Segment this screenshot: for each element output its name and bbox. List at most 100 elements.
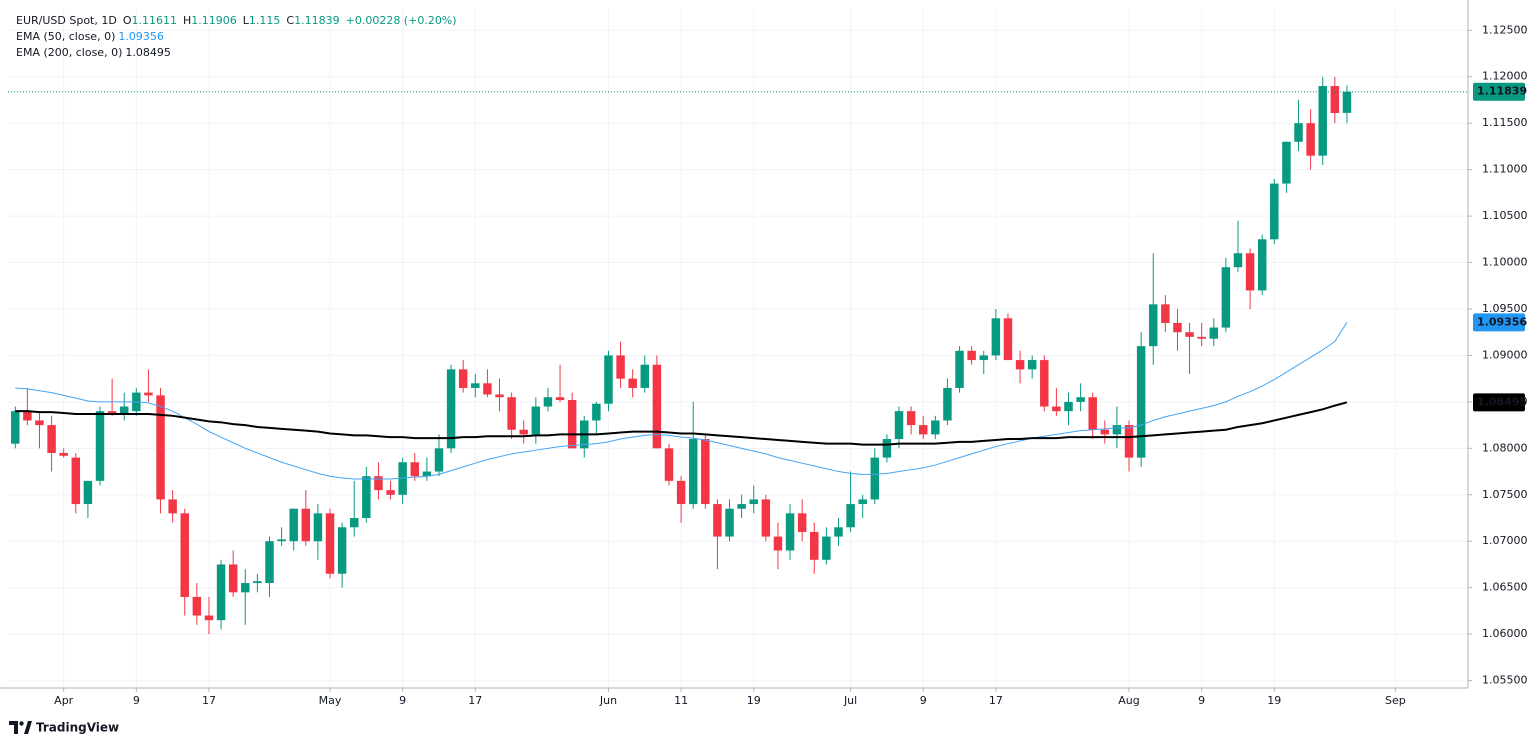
candle-body: [1112, 425, 1122, 435]
candle-body: [83, 480, 93, 505]
ohlc-value: 1.11839: [294, 14, 340, 27]
ohlc-label: C: [286, 14, 295, 27]
candle-body: [301, 508, 311, 542]
candle-body: [1052, 406, 1061, 412]
y-tick-label: 1.09500: [1482, 302, 1528, 315]
ohlc-value: 1.11611: [131, 14, 178, 27]
x-tick-label: 9: [399, 694, 406, 707]
candle-body: [1076, 397, 1085, 402]
candle-body: [785, 513, 795, 551]
candle-body: [483, 383, 492, 395]
candle-body: [1342, 91, 1352, 113]
candle-body: [1209, 327, 1219, 339]
candle-body: [434, 448, 444, 472]
change: +0.00228 (+0.20%): [345, 14, 457, 27]
candle-body: [47, 425, 56, 453]
legend-value: 1.09356: [118, 30, 164, 43]
x-tick-label: Sep: [1385, 694, 1406, 707]
candle-body: [943, 387, 952, 421]
candle-body: [71, 457, 81, 505]
y-tick-label: 1.11000: [1482, 163, 1528, 176]
candle-body: [1136, 346, 1146, 458]
candle-body: [1173, 322, 1182, 333]
candle-body: [967, 350, 976, 361]
candle-body: [1100, 429, 1110, 435]
candle-body: [931, 420, 940, 435]
candle-body: [664, 448, 674, 481]
candle-body: [446, 369, 456, 449]
candle-body: [822, 536, 831, 560]
x-tick-label: 9: [133, 694, 140, 707]
candle-body: [652, 364, 662, 449]
ohlc-label: H: [183, 14, 192, 27]
candle-body: [701, 439, 710, 505]
candle-body: [107, 411, 117, 414]
candle-body: [59, 452, 68, 456]
price-tag: [1473, 82, 1525, 101]
candle-body: [616, 355, 625, 379]
candle-body: [713, 504, 722, 537]
candle-body: [277, 539, 286, 542]
candle-body: [592, 403, 601, 421]
legend-row: EMA (200, close, 0) 1.08495: [16, 45, 457, 61]
candle-body: [1330, 86, 1340, 113]
ema-line: [15, 322, 1348, 480]
candle-body: [531, 406, 541, 435]
symbol-title: EUR/USD Spot, 1D: [16, 14, 117, 27]
candle-body: [95, 411, 105, 481]
candle-body: [870, 457, 880, 500]
candle-body: [374, 476, 383, 491]
candle-body: [519, 429, 528, 435]
candle-body: [216, 564, 226, 621]
candle-body: [725, 508, 734, 537]
candle-body: [846, 504, 855, 528]
candle-body: [386, 490, 395, 495]
candle-body: [1124, 425, 1134, 458]
candle-body: [1003, 318, 1013, 361]
candle-body: [991, 318, 1001, 356]
candle-body: [1185, 332, 1194, 337]
candle-body: [144, 392, 153, 396]
candle-body: [1027, 360, 1037, 370]
y-tick-label: 1.10500: [1482, 209, 1528, 222]
y-tick-label: 1.07000: [1482, 534, 1528, 547]
candle-body: [192, 596, 202, 616]
candle-body: [761, 499, 771, 537]
candle-body: [156, 395, 165, 500]
candle-body: [955, 350, 964, 388]
x-tick-label: 9: [1198, 694, 1205, 707]
candle-body: [882, 439, 892, 458]
ema-line: [15, 401, 1348, 446]
y-tick-label: 1.12500: [1482, 23, 1528, 36]
candle-body: [1161, 304, 1170, 323]
candle-body: [834, 527, 843, 537]
candle-body: [1294, 123, 1303, 142]
y-tick-label: 1.08000: [1482, 441, 1528, 454]
candle-body: [349, 518, 359, 528]
legend-entry: EMA (200, close, 0): [16, 46, 123, 59]
x-tick-label: Jul: [843, 694, 857, 707]
legend: EUR/USD Spot, 1D O1.11611 H1.11906 L1.115 C1…: [16, 13, 457, 61]
candle-body: [1245, 253, 1255, 291]
y-tick-label: 1.06500: [1482, 581, 1528, 594]
x-tick-label: Jun: [599, 694, 617, 707]
x-tick-label: May: [319, 694, 342, 707]
x-tick-label: 17: [468, 694, 482, 707]
candle-body: [495, 394, 504, 398]
x-tick-label: 9: [920, 694, 927, 707]
candle-body: [918, 425, 928, 435]
candle-body: [1257, 239, 1267, 291]
candle-body: [1306, 123, 1315, 156]
ohlc-label: O: [122, 14, 132, 27]
candle-body: [1064, 401, 1073, 412]
y-tick-label: 1.09000: [1482, 348, 1528, 361]
candle-body: [737, 504, 746, 509]
candle-body: [253, 581, 262, 584]
candle-body: [289, 508, 298, 542]
price-tag-label: 1.11839: [1477, 85, 1527, 98]
candle-body: [906, 411, 916, 426]
candle-body: [797, 513, 807, 532]
y-tick-label: 1.11500: [1482, 116, 1528, 129]
